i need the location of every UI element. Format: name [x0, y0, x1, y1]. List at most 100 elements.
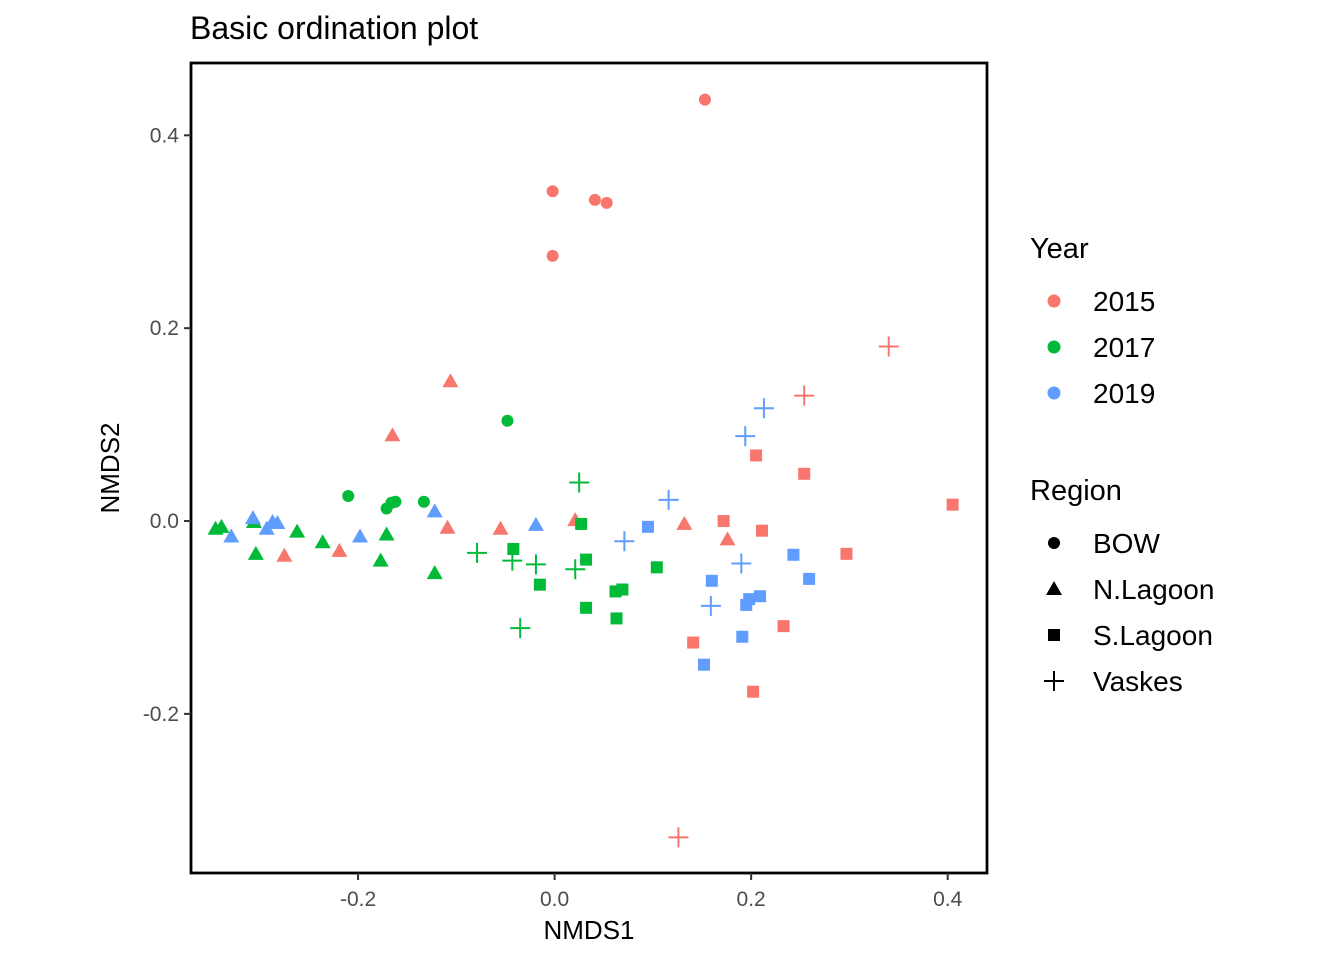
legend-title-region: Region	[1030, 475, 1122, 507]
data-point	[575, 517, 588, 530]
y-tick-label: 0.0	[150, 510, 179, 533]
legend-key-shape	[1048, 629, 1060, 641]
data-point	[650, 561, 663, 574]
data-point	[676, 515, 693, 530]
data-point	[417, 495, 430, 508]
data-point	[580, 601, 593, 614]
data-point	[753, 398, 774, 419]
data-point	[442, 373, 459, 388]
legend-label-region: BOW	[1093, 528, 1160, 559]
data-point	[787, 548, 800, 561]
data-point	[777, 620, 790, 633]
data-point	[213, 518, 230, 533]
data-point	[755, 524, 768, 537]
data-point	[588, 193, 601, 206]
data-point	[750, 449, 763, 462]
data-point	[342, 489, 355, 502]
data-point	[258, 520, 275, 535]
data-point	[372, 552, 389, 567]
data-point	[276, 547, 293, 562]
data-point	[426, 565, 443, 580]
data-point	[378, 526, 395, 541]
data-point	[546, 249, 559, 262]
data-point	[384, 427, 401, 442]
legend-key-shape	[1048, 537, 1060, 549]
data-point	[641, 520, 654, 533]
data-point	[735, 426, 756, 447]
data-point	[289, 523, 306, 538]
data-point	[580, 553, 593, 566]
data-point	[946, 498, 959, 511]
data-point	[507, 543, 520, 555]
data-point	[616, 583, 629, 596]
data-point	[533, 578, 546, 591]
data-point	[687, 636, 700, 649]
data-point	[439, 519, 456, 534]
data-point	[426, 503, 443, 518]
data-point	[753, 590, 766, 603]
data-point	[717, 515, 730, 528]
data-point	[731, 553, 752, 574]
data-point	[614, 531, 635, 552]
data-point	[546, 185, 559, 198]
data-point	[492, 520, 509, 535]
data-point	[565, 559, 586, 580]
data-point	[525, 554, 546, 575]
data-point	[698, 93, 711, 106]
axes: -0.2 0.0 0.2 0.4 -0.2 0.0 0.2 0.4	[143, 124, 963, 911]
data-point	[380, 502, 393, 515]
data-point	[331, 542, 348, 557]
chart-title: Basic ordination plot	[190, 10, 478, 46]
data-point	[747, 685, 760, 698]
data-point	[700, 595, 721, 616]
legend-key-color	[1047, 294, 1061, 308]
legend-label-year: 2019	[1093, 378, 1155, 409]
data-point	[352, 528, 369, 543]
legend-key-color	[1047, 386, 1061, 400]
legend-title-year: Year	[1030, 233, 1089, 265]
legend-label-region: S.Lagoon	[1093, 620, 1213, 651]
y-axis-title: NMDS2	[95, 422, 125, 513]
legend-label-region: N.Lagoon	[1093, 574, 1214, 605]
data-point	[389, 495, 402, 508]
legend-label-year: 2015	[1093, 286, 1155, 317]
data-point	[502, 550, 523, 571]
data-point	[510, 618, 531, 639]
data-point	[705, 574, 718, 587]
data-point	[527, 516, 544, 531]
data-point	[569, 472, 590, 493]
data-point	[803, 572, 816, 585]
data-point	[269, 514, 286, 529]
data-point	[740, 598, 753, 611]
data-point	[244, 510, 261, 525]
x-tick-label: 0.4	[933, 888, 963, 911]
y-tick-label: 0.2	[150, 317, 179, 340]
plot-area	[207, 93, 959, 848]
legend-key-shape	[1046, 581, 1062, 595]
data-point	[314, 534, 331, 549]
data-point	[840, 547, 853, 560]
data-point	[719, 531, 736, 546]
y-tick-label: -0.2	[143, 703, 179, 726]
data-point	[600, 196, 613, 209]
data-point	[501, 414, 514, 427]
data-point	[798, 467, 811, 480]
data-point	[610, 612, 623, 625]
legend-label-year: 2017	[1093, 332, 1155, 363]
data-point	[794, 385, 815, 406]
data-point	[223, 528, 240, 543]
y-tick-label: 0.4	[150, 124, 180, 147]
legend-label-region: Vaskes	[1093, 666, 1183, 697]
legend-key-shape	[1044, 671, 1064, 691]
plot-panel-border	[189, 61, 989, 875]
x-tick-label: 0.0	[540, 888, 569, 911]
data-point	[668, 827, 689, 848]
data-point	[878, 336, 899, 357]
data-point	[658, 489, 679, 510]
data-point	[736, 630, 749, 643]
x-tick-label: -0.2	[340, 888, 376, 911]
data-point	[466, 542, 487, 563]
legend-key-color	[1047, 340, 1061, 354]
